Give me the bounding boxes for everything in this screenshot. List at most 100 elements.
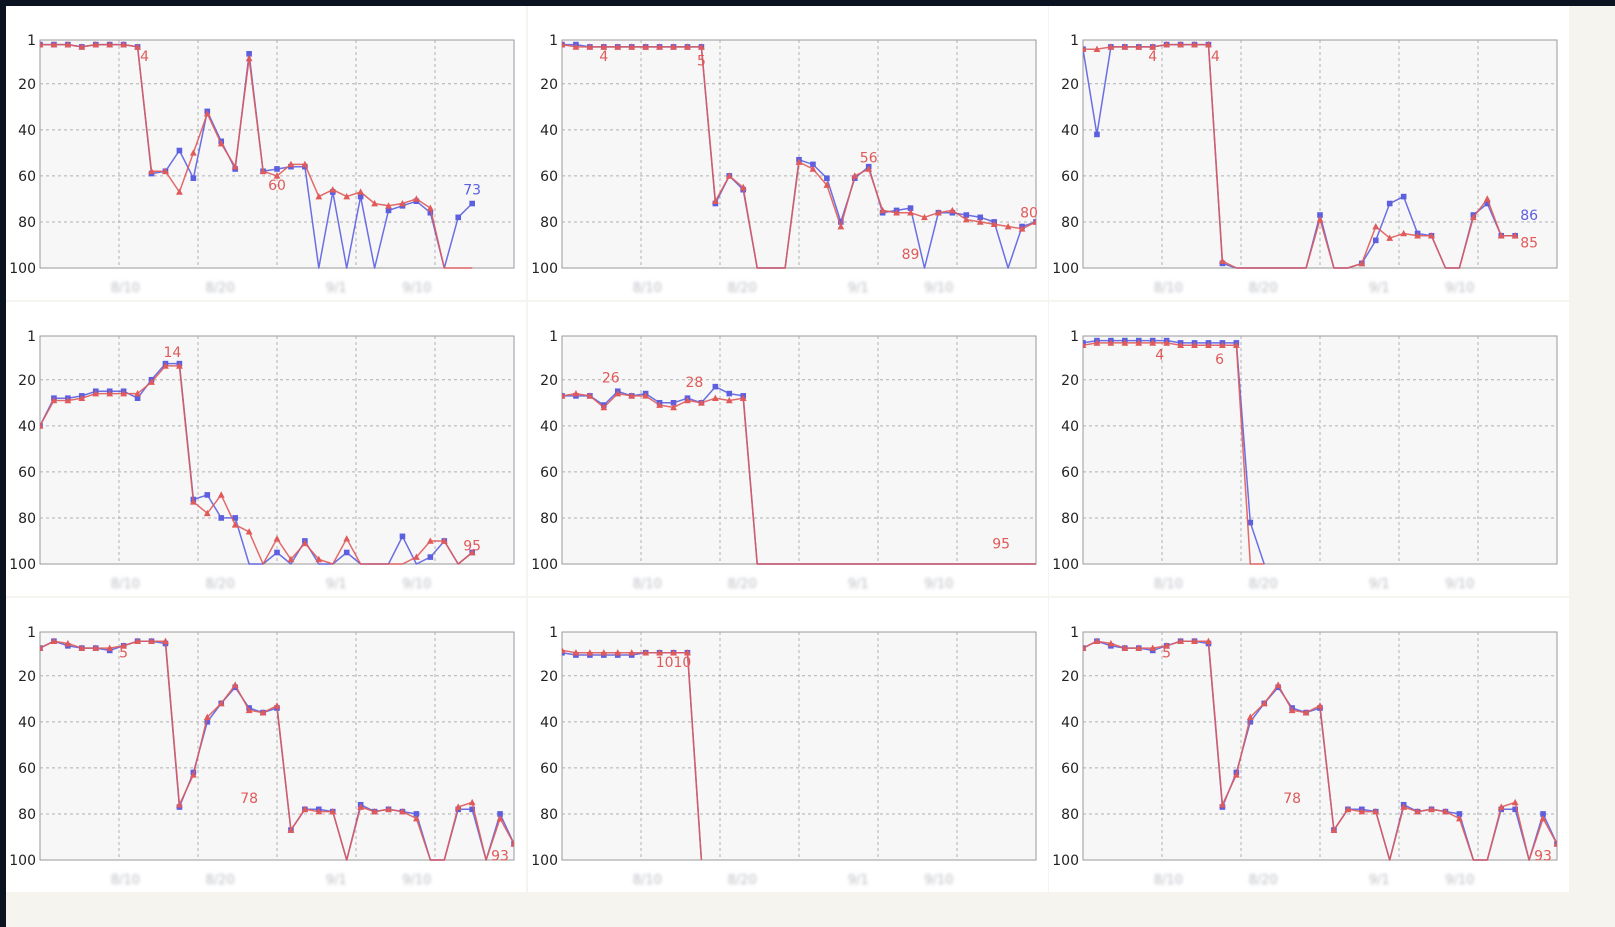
- data-point-triangle: [64, 396, 72, 404]
- data-point-triangle: [148, 167, 155, 175]
- data-label: 6: [1215, 352, 1224, 368]
- data-point-square: [246, 51, 252, 57]
- data-point-triangle: [413, 553, 420, 560]
- x-tick-label: 8/10: [111, 873, 140, 888]
- data-point-square: [274, 549, 280, 556]
- y-tick-label: 20: [1061, 77, 1079, 93]
- x-tick-label: 8/10: [633, 577, 662, 592]
- data-point-triangle: [614, 43, 622, 50]
- data-point-triangle: [496, 814, 504, 822]
- data-point-triangle: [907, 209, 914, 216]
- data-point-square: [427, 209, 434, 216]
- data-point-triangle: [1316, 216, 1324, 223]
- data-point-triangle: [217, 491, 225, 498]
- y-tick-label: 20: [1061, 669, 1079, 685]
- data-point-triangle: [1511, 232, 1519, 239]
- data-point-triangle: [189, 498, 197, 505]
- data-point-triangle: [329, 186, 337, 193]
- x-tick-label: 9/10: [402, 281, 431, 296]
- data-point-triangle: [162, 167, 169, 175]
- data-point-square: [469, 200, 475, 207]
- data-point-triangle: [656, 401, 663, 408]
- data-label: 86: [1520, 208, 1538, 224]
- y-tick-label: 100: [531, 853, 558, 869]
- data-point-triangle: [865, 165, 873, 172]
- data-point-square: [1456, 811, 1463, 817]
- data-point-triangle: [1414, 232, 1421, 239]
- data-point-triangle: [656, 649, 663, 656]
- data-point-triangle: [357, 188, 365, 195]
- data-point-triangle: [837, 222, 845, 230]
- chart-panel-9: 1 20 40 60 80 100 8/10 8/20 9/1 9/10 5 78 93: [1049, 598, 1569, 892]
- data-point-triangle: [189, 771, 197, 778]
- chart-svg: 1 20 40 60 80 100 8/10 8/20 9/1 9/10 4 6: [1052, 329, 1558, 592]
- data-label: 93: [491, 848, 509, 864]
- data-point-square: [399, 533, 406, 540]
- data-point-triangle: [1400, 229, 1408, 237]
- data-label: 28: [686, 375, 704, 391]
- y-tick-label: 100: [1052, 261, 1079, 277]
- x-tick-label: 8/10: [633, 281, 662, 296]
- data-point-triangle: [1372, 222, 1380, 230]
- data-point-triangle: [1288, 706, 1296, 714]
- data-point-triangle: [426, 204, 434, 211]
- data-point-triangle: [1177, 637, 1184, 645]
- y-tick-label: 40: [18, 123, 36, 139]
- data-point-triangle: [1135, 644, 1143, 651]
- data-point-triangle: [684, 43, 691, 50]
- data-point-triangle: [795, 158, 803, 165]
- y-tick-label: 40: [1061, 715, 1079, 731]
- chart-panel-6: 1 20 40 60 80 100 8/10 8/20 9/1 9/10 4 6: [1049, 302, 1569, 596]
- data-point-square: [1484, 200, 1491, 207]
- data-point-triangle: [203, 110, 211, 117]
- data-point-triangle: [1177, 41, 1184, 48]
- data-point-triangle: [628, 649, 636, 656]
- data-point-triangle: [948, 206, 956, 214]
- data-point-triangle: [642, 43, 650, 50]
- data-point-square: [385, 207, 392, 214]
- series-line-red: [1083, 342, 1265, 565]
- data-point-triangle: [1219, 341, 1226, 349]
- x-tick-label: 8/20: [206, 281, 235, 296]
- data-point-triangle: [1497, 232, 1505, 239]
- data-label: 4: [140, 49, 149, 65]
- chart-svg: 1 20 40 60 80 100 8/10 8/20 9/1 9/10 14 95: [9, 329, 515, 592]
- data-point-triangle: [399, 199, 406, 207]
- data-point-triangle: [40, 41, 44, 48]
- data-point-triangle: [203, 509, 211, 517]
- data-label: 60: [268, 178, 286, 194]
- data-point-triangle: [357, 803, 365, 810]
- data-label: 4: [599, 49, 608, 65]
- x-tick-label: 9/1: [848, 873, 869, 888]
- y-tick-label: 100: [9, 261, 36, 277]
- data-point-triangle: [1191, 341, 1198, 349]
- data-point-square: [1400, 193, 1407, 200]
- data-point-square: [907, 205, 914, 211]
- data-point-triangle: [148, 637, 155, 645]
- y-tick-label: 60: [18, 761, 36, 777]
- data-point-square: [810, 161, 816, 168]
- y-tick-label: 80: [540, 807, 558, 823]
- x-tick-label: 9/1: [326, 281, 347, 296]
- data-point-triangle: [1358, 259, 1366, 267]
- data-point-triangle: [1246, 713, 1254, 721]
- data-point-square: [204, 492, 211, 498]
- data-point-triangle: [600, 43, 608, 50]
- data-label: 78: [1283, 791, 1301, 807]
- data-point-triangle: [162, 362, 169, 369]
- data-label: 80: [1020, 206, 1038, 222]
- data-point-square: [1094, 131, 1100, 138]
- data-point-triangle: [176, 188, 183, 195]
- x-tick-label: 9/1: [326, 873, 347, 888]
- x-tick-label: 9/10: [924, 281, 953, 296]
- data-point-square: [1247, 719, 1254, 725]
- y-tick-label: 80: [540, 215, 558, 231]
- data-point-triangle: [78, 394, 86, 401]
- x-tick-label: 9/10: [1445, 281, 1474, 296]
- series-group: [562, 41, 1036, 269]
- x-tick-label: 8/20: [1249, 577, 1278, 592]
- y-tick-label: 1: [27, 33, 36, 49]
- chart-svg: 1 20 40 60 80 100 8/10 8/20 9/1 9/10 4 60 73: [9, 33, 515, 296]
- data-point-square: [274, 166, 280, 172]
- x-tick-label: 9/1: [1369, 281, 1390, 296]
